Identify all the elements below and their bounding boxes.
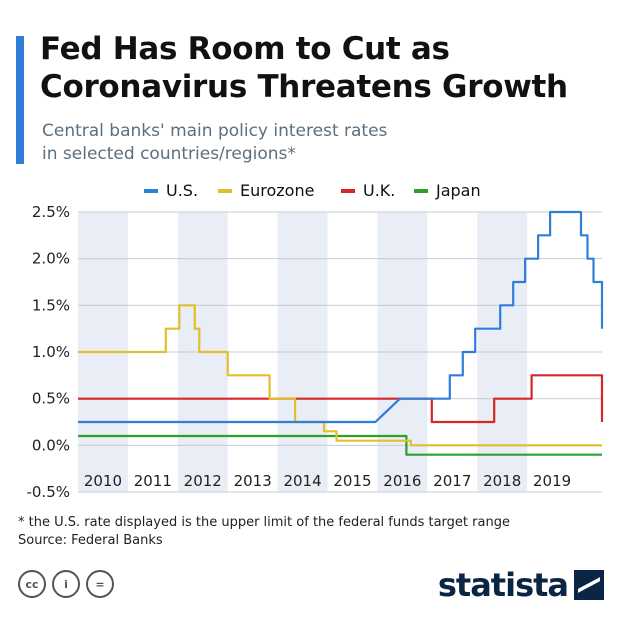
subtitle-line-1: Central banks' main policy interest rate… (42, 121, 388, 141)
title-accent-bar (16, 36, 24, 164)
source-text: Source: Federal Banks (18, 533, 163, 548)
title-line-2: Coronavirus Threatens Growth (40, 69, 568, 105)
rate-line-chart: 2.5% 2.0% 1.5% 1.0% 0.5% 0.0% -0.5% 2010 2011 201… (26, 203, 604, 500)
x-tick-label: 2012 (184, 472, 222, 490)
legend-item-japan: Japan (414, 181, 481, 200)
legend-swatch-us (144, 188, 158, 193)
footnote-text: * the U.S. rate displayed is the upper l… (18, 515, 510, 530)
x-tick-label: 2018 (483, 472, 521, 490)
legend-label-japan: Japan (436, 181, 481, 200)
y-tick-label: 2.5% (32, 203, 70, 221)
legend-item-us: U.S. (144, 181, 198, 200)
y-tick-label: 0.5% (32, 390, 70, 408)
y-tick-label: 0.0% (32, 436, 70, 454)
chart-subtitle: Central banks' main policy interest rate… (42, 120, 582, 166)
x-tick-label: 2017 (433, 472, 471, 490)
title-line-1: Fed Has Room to Cut as (40, 31, 450, 67)
cc-icon[interactable]: cc (18, 570, 46, 598)
x-tick-label: 2010 (84, 472, 122, 490)
legend: U.S. Eurozone U.K. Japan (0, 181, 620, 205)
series-line-japan (78, 434, 602, 456)
x-tick-label: 2014 (283, 472, 321, 490)
legend-swatch-japan (414, 188, 428, 193)
series-line-uk (78, 374, 604, 424)
x-tick-label: 2019 (533, 472, 571, 490)
y-tick-label: 2.0% (32, 250, 70, 268)
series-line-us (78, 210, 604, 424)
license-icons: cc i = (18, 570, 114, 598)
statista-mark-icon (574, 570, 604, 600)
footnote: * the U.S. rate displayed is the upper l… (18, 514, 510, 550)
subtitle-line-2: in selected countries/regions* (42, 144, 296, 164)
legend-label-eurozone: Eurozone (240, 181, 315, 200)
y-tick-label: 1.5% (32, 296, 70, 314)
no-derivatives-icon[interactable]: = (86, 570, 114, 598)
x-tick-label: 2011 (134, 472, 172, 490)
attribution-icon[interactable]: i (52, 570, 80, 598)
legend-label-uk: U.K. (363, 181, 396, 200)
x-tick-label: 2013 (234, 472, 272, 490)
x-tick-label: 2015 (333, 472, 371, 490)
brand-name: statista (437, 566, 569, 604)
legend-swatch-uk (341, 188, 355, 193)
legend-swatch-eurozone (218, 188, 232, 193)
x-tick-label: 2016 (383, 472, 421, 490)
statista-logo[interactable]: statista (438, 566, 604, 604)
y-tick-label: -0.5% (26, 483, 70, 500)
legend-item-uk: U.K. (341, 181, 395, 200)
series-line-eurozone (78, 304, 602, 447)
legend-label-us: U.S. (166, 181, 199, 200)
chart-title: Fed Has Room to Cut as Coronavirus Threa… (40, 30, 610, 106)
y-tick-label: 1.0% (32, 343, 70, 361)
legend-item-eurozone: Eurozone (218, 181, 314, 200)
